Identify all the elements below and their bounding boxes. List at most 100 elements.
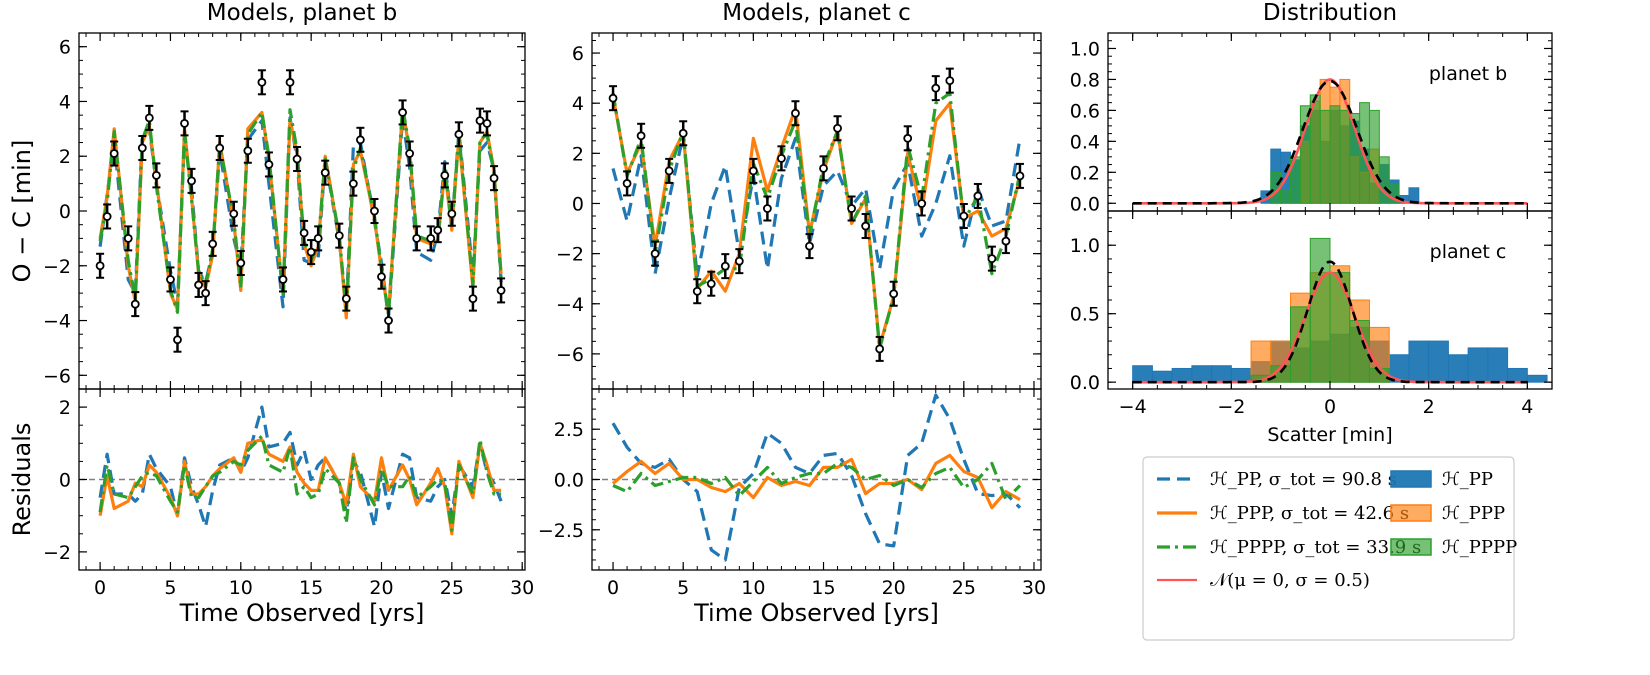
b-main-ytick-label: 2 [59, 146, 71, 168]
b-main-observation-point [151, 170, 161, 180]
c-main-observation-point [903, 133, 913, 143]
c-main-observation-point [777, 153, 786, 163]
b-main-observation-point [292, 154, 302, 164]
b-main-observation-point [166, 275, 175, 284]
b-resid-xlabel: Time Observed [yrs] [179, 599, 425, 627]
b-main-observation-point [447, 209, 457, 219]
dist-c-ytick-label: 0.0 [1070, 372, 1100, 394]
b-main-ytick-label: −4 [43, 311, 71, 333]
dist-c-xlabel: Scatter [min] [1267, 424, 1392, 446]
b-main-observation-point [243, 146, 253, 156]
c-main-ytick-label: −4 [556, 294, 584, 316]
b-main-observation-point [334, 231, 344, 241]
c-main-observation-point [889, 289, 899, 299]
c-main-ytick-label: −2 [556, 244, 584, 266]
c-main-line-h-pppp [611, 91, 1022, 351]
dist-c-bar-h-pp [1230, 367, 1252, 383]
c-main-observation-point [608, 93, 618, 103]
b-resid-ytick-label: 0 [59, 470, 71, 492]
b-resid-line-h-pp [98, 405, 503, 529]
legend-label-2: ℋ_PPPP, σ_tot = 33.9 s [1210, 537, 1421, 558]
c-main-observation-point [720, 261, 730, 271]
dist-c-bar-h-pp [1428, 340, 1449, 383]
b-main-observation-point [229, 209, 239, 219]
c-main-observation-point [805, 241, 814, 251]
b-main-observation-point [454, 129, 464, 139]
b-main-observation-point [194, 280, 203, 290]
b-main-observation-point [201, 288, 211, 298]
b-main-observation-point [440, 170, 450, 180]
dist-b-bar-h-pppp [1280, 190, 1292, 204]
c-main-observation-point [1001, 236, 1011, 246]
c-main-observation-point [706, 279, 716, 289]
b-main-observation-point [109, 149, 119, 158]
b-resid-xtick-label: 25 [440, 577, 464, 599]
b-resid-xtick-label: 30 [510, 577, 534, 599]
b-main-observation-point [278, 275, 288, 284]
b-main-observation-point [370, 206, 379, 216]
b-resid-line-h-ppp [98, 438, 502, 536]
dist-b-ytick-label: 0.4 [1070, 131, 1100, 153]
c-main-observation-point [664, 166, 674, 176]
b-resid-xtick-label: 20 [369, 577, 393, 599]
dist-c-bar-h-pp [1447, 354, 1469, 383]
b-main-observation-point [341, 294, 351, 304]
b-main-observation-point [257, 77, 267, 87]
dist-b-ytick-label: 0.6 [1070, 100, 1100, 122]
b-main-observation-point [137, 143, 147, 153]
b-main-observation-point [236, 258, 246, 268]
b-main-observation-point [313, 233, 323, 243]
dist-b-ytick-label: 0.2 [1070, 162, 1100, 184]
dist-b-fit-curve [1132, 79, 1528, 205]
b-main-observation-point [144, 113, 154, 123]
b-main-ytick-label: −6 [43, 365, 71, 387]
b-main-observation-point [355, 135, 365, 145]
c-main-observation-point [692, 286, 702, 296]
c-main-observation-point [987, 254, 997, 264]
dist-c-bar-h-pp [1507, 367, 1528, 383]
c-resid-ytick-label: −2.5 [538, 520, 584, 542]
legend-patch-2 [1390, 538, 1432, 556]
c-main-observation-point [931, 83, 941, 93]
c-resid-xlabel: Time Observed [yrs] [693, 599, 939, 627]
c-resid-xtick-label: 20 [882, 577, 906, 599]
dist-c-ytick-label: 1.0 [1070, 235, 1100, 257]
b-main-title: Models, planet b [207, 0, 397, 26]
c-main-observation-point [847, 204, 856, 213]
c-main-title: Models, planet c [722, 0, 910, 26]
dist-b-bar-h-pppp [1368, 109, 1380, 204]
b-main-ylabel: O − C [min] [8, 140, 36, 283]
dist-c-fit-curve [1132, 260, 1528, 384]
dist-c-ytick-label: 0.5 [1070, 304, 1100, 326]
c-main-ytick-label: 6 [572, 43, 584, 65]
dist-c-bar-h-pp [1171, 367, 1193, 383]
b-main-observation-point [320, 168, 330, 178]
b-resid-xtick-label: 5 [164, 577, 176, 599]
dist-b-bar-h-pppp [1388, 184, 1400, 204]
b-main-observation-point [123, 233, 133, 243]
b-main-observation-point [215, 143, 225, 153]
b-main-observation-point [398, 108, 407, 117]
c-resid-xtick-label: 10 [741, 577, 765, 599]
dist-c-xtick-label: 4 [1521, 396, 1533, 418]
b-resid-xtick-label: 10 [229, 577, 253, 599]
b-main-observation-point [95, 261, 105, 271]
c-main-observation-point [861, 221, 871, 231]
dist-b-bar-h-pppp [1359, 102, 1370, 204]
b-main-observation-point [426, 233, 436, 243]
c-main-observation-point [875, 344, 885, 354]
b-main-observation-point [405, 149, 415, 158]
b-main-observation-point [377, 272, 386, 282]
c-main-observation-point [945, 76, 955, 86]
dist-c-bar-h-pp [1408, 340, 1430, 383]
c-main-observation-point [650, 249, 660, 259]
dist-b-ytick-label: 0.0 [1070, 193, 1100, 215]
b-main-ytick-label: 4 [59, 91, 71, 113]
c-main-ytick-label: −6 [556, 344, 584, 366]
b-main-observation-point [180, 118, 189, 128]
dist-b-ytick-label: 0.8 [1070, 69, 1100, 91]
b-main-observation-point [489, 173, 499, 183]
c-resid-ytick-label: 2.5 [554, 419, 584, 441]
dist-c-bar-h-pppp [1309, 237, 1331, 383]
c-main-observation-point [636, 131, 646, 141]
